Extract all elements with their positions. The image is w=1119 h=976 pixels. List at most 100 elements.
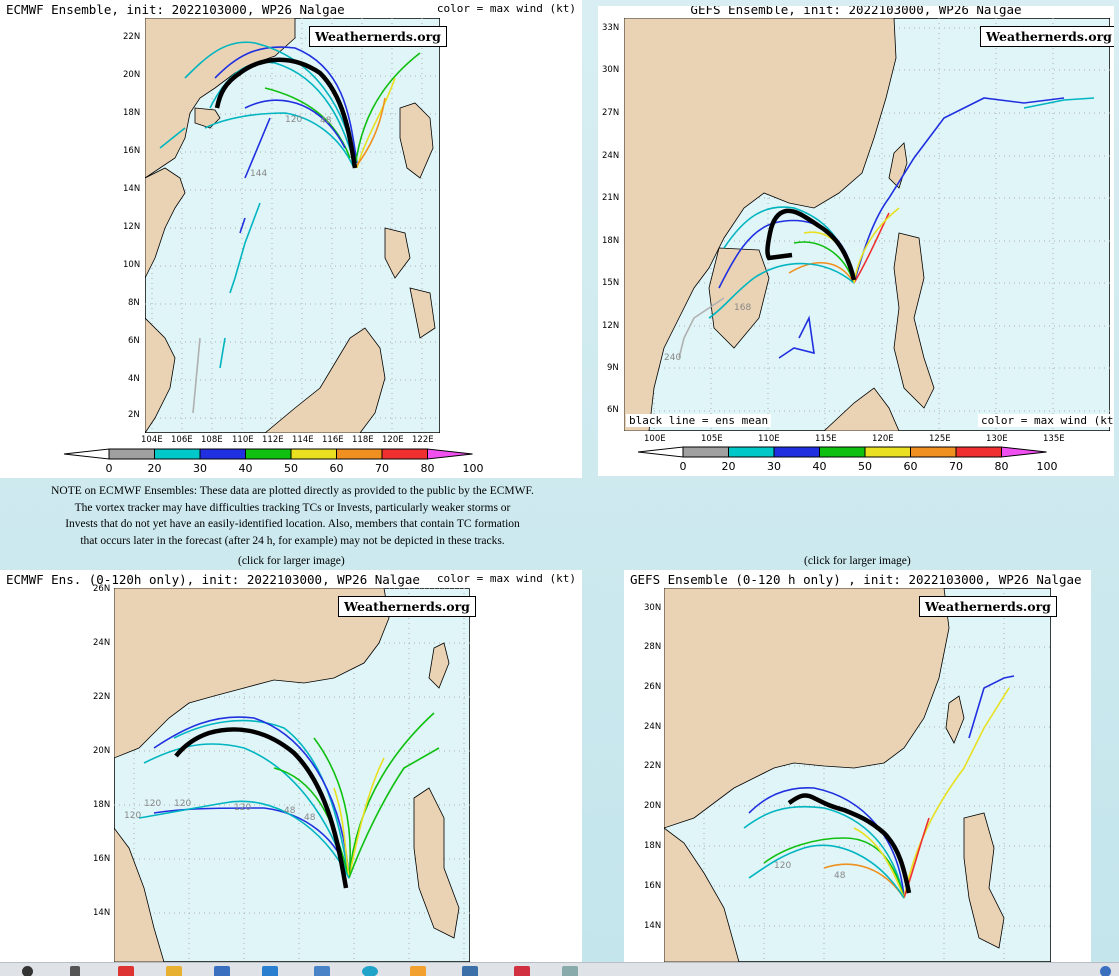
lat-label: 30N [644, 603, 662, 613]
colorbar-tick-label: 0 [106, 462, 113, 475]
ecmwf-ensemble-panel[interactable]: ECMWF Ensemble, init: 2022103000, WP26 N… [0, 0, 582, 478]
gefs-120h-track-map: 120 48 [664, 588, 1051, 962]
ecmwf-track-label-48: 48 [320, 116, 332, 126]
lat-label: 16N [93, 854, 111, 864]
colorbar-tick-label: 60 [330, 462, 344, 475]
folder-icon[interactable] [166, 966, 182, 976]
click-larger-image-link-left[interactable]: (click for larger image) [238, 555, 345, 567]
gefs-track-label-240: 240 [664, 353, 681, 363]
lat-label: 16N [644, 881, 662, 891]
lon-label: 120E [872, 434, 894, 444]
lat-label: 16N [123, 146, 141, 156]
lon-label: 110E [758, 434, 780, 444]
colorbar-tick-label: 80 [995, 460, 1009, 473]
colorbar-segment [199, 448, 246, 460]
ecmwf-120h-panel-title: ECMWF Ens. (0-120h only), init: 20221030… [6, 572, 576, 587]
lon-label: 108E [201, 435, 223, 445]
ecmwf-colorbar: 0 20 30 40 50 60 70 80 100 [63, 448, 484, 475]
track-label: 120 [124, 811, 141, 821]
gefs-panel-title: GEFS Ensemble, init: 2022103000, WP26 Na… [604, 6, 1108, 17]
lat-label: 22N [93, 692, 111, 702]
lon-label: 114E [292, 435, 314, 445]
ecmwf-ensemble-note: NOTE on ECMWF Ensembles: These data are … [20, 483, 565, 549]
lat-label: 27N [602, 108, 620, 118]
notification-icon[interactable] [1100, 966, 1111, 976]
colorbar-segment [637, 446, 684, 458]
ecmwf-120h-panel[interactable]: ECMWF Ens. (0-120h only), init: 20221030… [0, 570, 582, 962]
app-icon-1[interactable] [118, 966, 134, 976]
track-label: 120 [234, 803, 251, 813]
click-larger-image-link-right[interactable]: (click for larger image) [804, 555, 911, 567]
lon-label: 110E [232, 435, 254, 445]
ecmwf-track-label-120: 120 [285, 115, 302, 125]
gefs-120h-panel-title: GEFS Ensemble (0-120 h only) , init: 202… [630, 572, 1085, 587]
gefs-title-text: GEFS Ensemble, init: 2022103000, WP26 Na… [690, 6, 1022, 17]
app-icon-8[interactable] [562, 966, 578, 976]
app-icon-4[interactable] [314, 966, 330, 976]
ecmwf-panel-title: ECMWF Ensemble, init: 2022103000, WP26 N… [6, 2, 576, 17]
gefs-mean-legend: black line = ens mean [626, 414, 772, 427]
track-label: 48 [284, 806, 296, 816]
lon-label: 106E [171, 435, 193, 445]
lon-label: 104E [141, 435, 163, 445]
lon-label: 130E [986, 434, 1008, 444]
lat-label: 18N [602, 236, 620, 246]
colorbar-segment [108, 448, 155, 460]
note-line: Invests that do not yet have an easily-i… [65, 518, 520, 530]
colorbar-segment [63, 448, 110, 460]
gefs-colorbar: 0 20 30 40 50 60 70 80 100 [637, 446, 1058, 473]
gefs-ensemble-panel[interactable]: GEFS Ensemble, init: 2022103000, WP26 Na… [598, 6, 1114, 476]
note-line: NOTE on ECMWF Ensembles: These data are … [51, 485, 534, 497]
lat-label: 6N [128, 336, 140, 346]
lon-label: 100E [644, 434, 666, 444]
app-icon-2[interactable] [214, 966, 230, 976]
ecmwf-120h-mean-track [174, 727, 349, 889]
lat-label: 2N [128, 410, 140, 420]
lat-label: 28N [644, 642, 662, 652]
search-icon[interactable] [22, 966, 33, 976]
lon-label: 122E [412, 435, 434, 445]
ecmwf-track-map: 120 48 144 [145, 18, 440, 433]
gefs-track-label-168: 168 [734, 303, 751, 313]
lat-label: 14N [123, 184, 141, 194]
colorbar-segment [381, 448, 428, 460]
lat-label: 9N [607, 363, 619, 373]
lat-label: 20N [93, 746, 111, 756]
note-line: that occurs later in the forecast (after… [80, 534, 505, 547]
lon-label: 125E [929, 434, 951, 444]
track-label: 120 [144, 799, 161, 809]
app-icon-3[interactable] [262, 966, 278, 976]
lon-label: 112E [262, 435, 284, 445]
lon-label: 118E [352, 435, 374, 445]
colorbar-tick-label: 30 [767, 460, 781, 473]
lat-label: 15N [602, 278, 620, 288]
weathernerds-logo: Weathernerds.org [919, 596, 1057, 617]
browser-icon[interactable] [362, 966, 378, 976]
lat-label: 30N [602, 65, 620, 75]
app-icon-5[interactable] [410, 966, 426, 976]
ecmwf-120h-track-map: 120 120 120 120 48 48 [114, 588, 470, 962]
lon-label: 115E [815, 434, 837, 444]
app-icon-6[interactable] [462, 966, 478, 976]
colorbar-segment [290, 448, 337, 460]
lat-label: 24N [602, 151, 620, 161]
taskbar [0, 962, 1119, 976]
colorbar-segment [427, 448, 473, 460]
ecmwf-120h-legend-note: color = max wind (kt) [436, 572, 576, 585]
weathernerds-logo: Weathernerds.org [980, 26, 1114, 47]
track-label: 120 [174, 799, 191, 809]
lat-label: 22N [123, 32, 141, 42]
track-label: 120 [774, 861, 791, 871]
app-icon-7[interactable] [514, 966, 530, 976]
lat-label: 22N [644, 761, 662, 771]
colorbar-segment [773, 446, 820, 458]
task-view-icon[interactable] [70, 966, 80, 976]
ecmwf-mean-track [214, 57, 358, 169]
lat-label: 24N [644, 722, 662, 732]
colorbar-segment [819, 446, 866, 458]
gefs-mean-track [765, 208, 857, 281]
colorbar-tick-label: 50 [858, 460, 872, 473]
gefs-120h-panel[interactable]: GEFS Ensemble (0-120 h only) , init: 202… [624, 570, 1091, 962]
lat-label: 21N [602, 193, 620, 203]
lat-label: 20N [123, 70, 141, 80]
